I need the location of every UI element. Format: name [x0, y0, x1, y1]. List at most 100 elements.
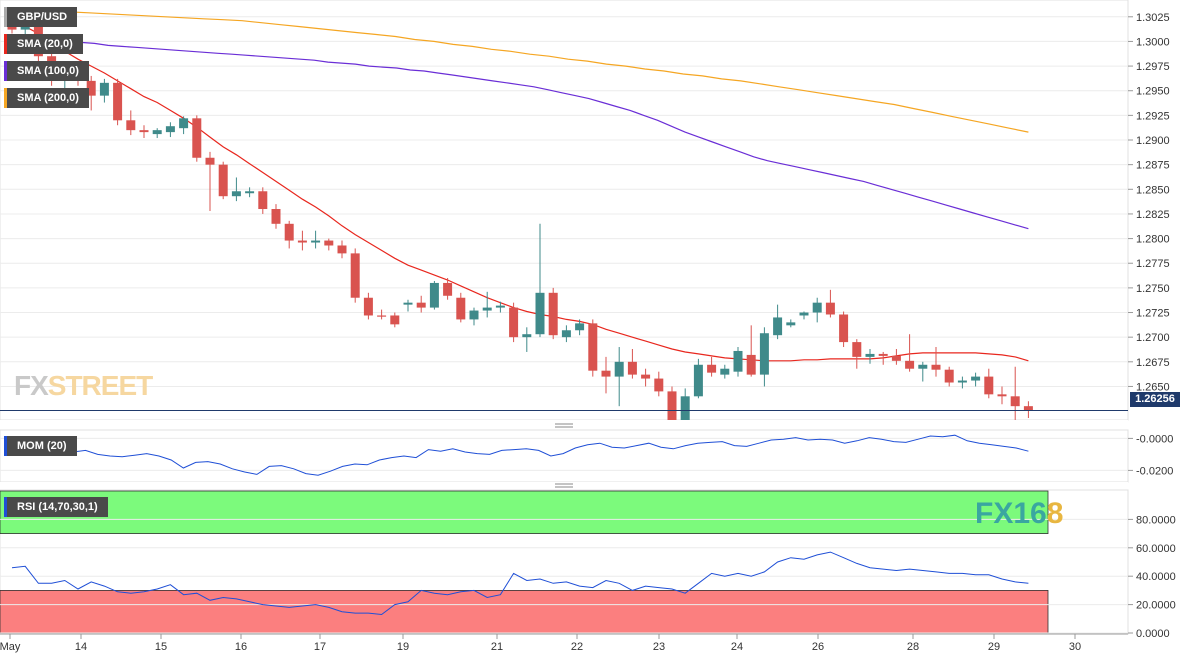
- candle-body: [1023, 406, 1033, 411]
- candle-body: [429, 282, 439, 308]
- price-tick-label: 1.3025: [1136, 12, 1170, 24]
- candle-body: [205, 157, 215, 165]
- sma-line-0: [11, 21, 1029, 362]
- rsi-tick-label: 80.0000: [1136, 514, 1176, 526]
- splitter-2[interactable]: [0, 482, 1128, 490]
- x-tick-label: 30: [1069, 641, 1081, 653]
- momentum-grid: [0, 437, 1128, 471]
- x-tick-label: 23: [653, 641, 665, 653]
- legend-sma-200[interactable]: SMA (200,0): [4, 88, 89, 108]
- candle-body: [931, 364, 941, 370]
- x-tick-label: 19: [397, 641, 409, 653]
- candle-body: [245, 191, 255, 194]
- rsi-axis: 80.0000 60.0000 40.0000 20.0000 0.0000: [1128, 514, 1176, 640]
- price-tick-label: 1.2750: [1136, 283, 1170, 295]
- candle-body: [231, 191, 241, 197]
- legend-sma-20[interactable]: SMA (20,0): [4, 34, 83, 54]
- candle-body: [311, 240, 321, 243]
- candle-body: [377, 315, 387, 317]
- candle-body: [825, 302, 835, 315]
- sma-lines: [11, 8, 1029, 362]
- candle-body: [693, 364, 703, 397]
- price-tick-label: 1.2875: [1136, 160, 1170, 172]
- candle-body: [271, 209, 281, 224]
- momentum-line: [11, 434, 1029, 476]
- fxstreet-watermark-part1: FX: [14, 370, 49, 401]
- candle-body: [469, 310, 479, 320]
- rsi-tick-label: 0.0000: [1136, 628, 1170, 640]
- candle-body: [482, 307, 492, 311]
- price-tick-label: 1.2850: [1136, 184, 1170, 196]
- candle-body: [535, 292, 545, 335]
- candle-body: [297, 240, 307, 243]
- price-tick-label: 1.2925: [1136, 110, 1170, 122]
- candle-body: [773, 317, 783, 336]
- rsi-line: [11, 551, 1029, 616]
- fx168-watermark-part2: 8: [1046, 497, 1064, 530]
- last-price-tag: 1.26256: [1130, 392, 1180, 407]
- rsi-tick-label: 60.0000: [1136, 543, 1176, 555]
- price-tick-label: 1.2975: [1136, 61, 1170, 73]
- candle-body: [918, 364, 928, 369]
- x-tick-label: May: [0, 641, 21, 653]
- momentum-tick-label: -0.0000: [1136, 433, 1173, 445]
- candle-body: [218, 164, 228, 197]
- candle-body: [852, 342, 862, 357]
- price-tick-label: 1.2675: [1136, 357, 1170, 369]
- momentum-panel: [0, 429, 1129, 483]
- sma-line-2: [11, 8, 1029, 133]
- rsi-tick-label: 20.0000: [1136, 600, 1176, 612]
- legend-rsi[interactable]: RSI (14,70,30,1): [4, 497, 108, 517]
- splitter-1[interactable]: [0, 420, 1128, 430]
- candle-body: [839, 314, 849, 343]
- price-tick-label: 1.2800: [1136, 234, 1170, 246]
- candle-body: [139, 130, 149, 133]
- price-tick-label: 1.2825: [1136, 209, 1170, 221]
- momentum-tick-label: -0.0200: [1136, 465, 1173, 477]
- candle-body: [601, 370, 611, 377]
- x-tick-label: 17: [314, 641, 326, 653]
- candle-body: [654, 378, 664, 392]
- candle-body: [363, 297, 373, 316]
- candle-body: [152, 130, 162, 135]
- legend-momentum[interactable]: MOM (20): [4, 436, 77, 456]
- candle-body: [746, 354, 756, 375]
- x-tick-label: 22: [571, 641, 583, 653]
- candle-body: [443, 282, 453, 296]
- candle-body: [495, 305, 505, 308]
- price-axis: 1.3025 1.3000 1.2975 1.2950 1.2925 1.2900 1.28…: [1128, 12, 1170, 393]
- x-tick-label: 28: [907, 641, 919, 653]
- x-axis: May 14 15 16 17 19 21 22 23 24 26 28 29 30: [0, 633, 1128, 653]
- candle-body: [126, 120, 136, 131]
- legend-symbol[interactable]: GBP/USD: [4, 7, 78, 27]
- candle-body: [588, 323, 598, 371]
- price-tick-label: 1.2650: [1136, 381, 1170, 393]
- candle-body: [86, 80, 96, 96]
- candle-body: [944, 369, 954, 383]
- candle-body: [20, 26, 30, 30]
- candle-body: [799, 312, 809, 316]
- candle-body: [878, 353, 888, 356]
- candle-body: [509, 307, 519, 338]
- candle-body: [786, 322, 796, 326]
- candle-body: [733, 350, 743, 372]
- fx168-watermark: FX168: [975, 497, 1063, 531]
- candle-body: [522, 334, 532, 338]
- candle-body: [575, 323, 585, 331]
- sma-line-1: [11, 35, 1029, 230]
- rsi-bands: [0, 490, 1049, 634]
- legend-sma-100[interactable]: SMA (100,0): [4, 61, 89, 81]
- candle-body: [759, 333, 769, 375]
- x-tick-label: 15: [155, 641, 167, 653]
- x-tick-label: 29: [988, 641, 1000, 653]
- candle-body: [113, 82, 123, 121]
- candle-body: [720, 368, 730, 375]
- x-tick-label: 14: [75, 641, 87, 653]
- candle-body: [971, 376, 981, 381]
- momentum-axis: -0.0000 -0.0200: [1128, 433, 1173, 477]
- candle-body: [99, 82, 109, 96]
- candle-body: [416, 302, 426, 308]
- candle-body: [337, 245, 347, 254]
- candle-body: [192, 118, 202, 158]
- candle-body: [284, 223, 294, 241]
